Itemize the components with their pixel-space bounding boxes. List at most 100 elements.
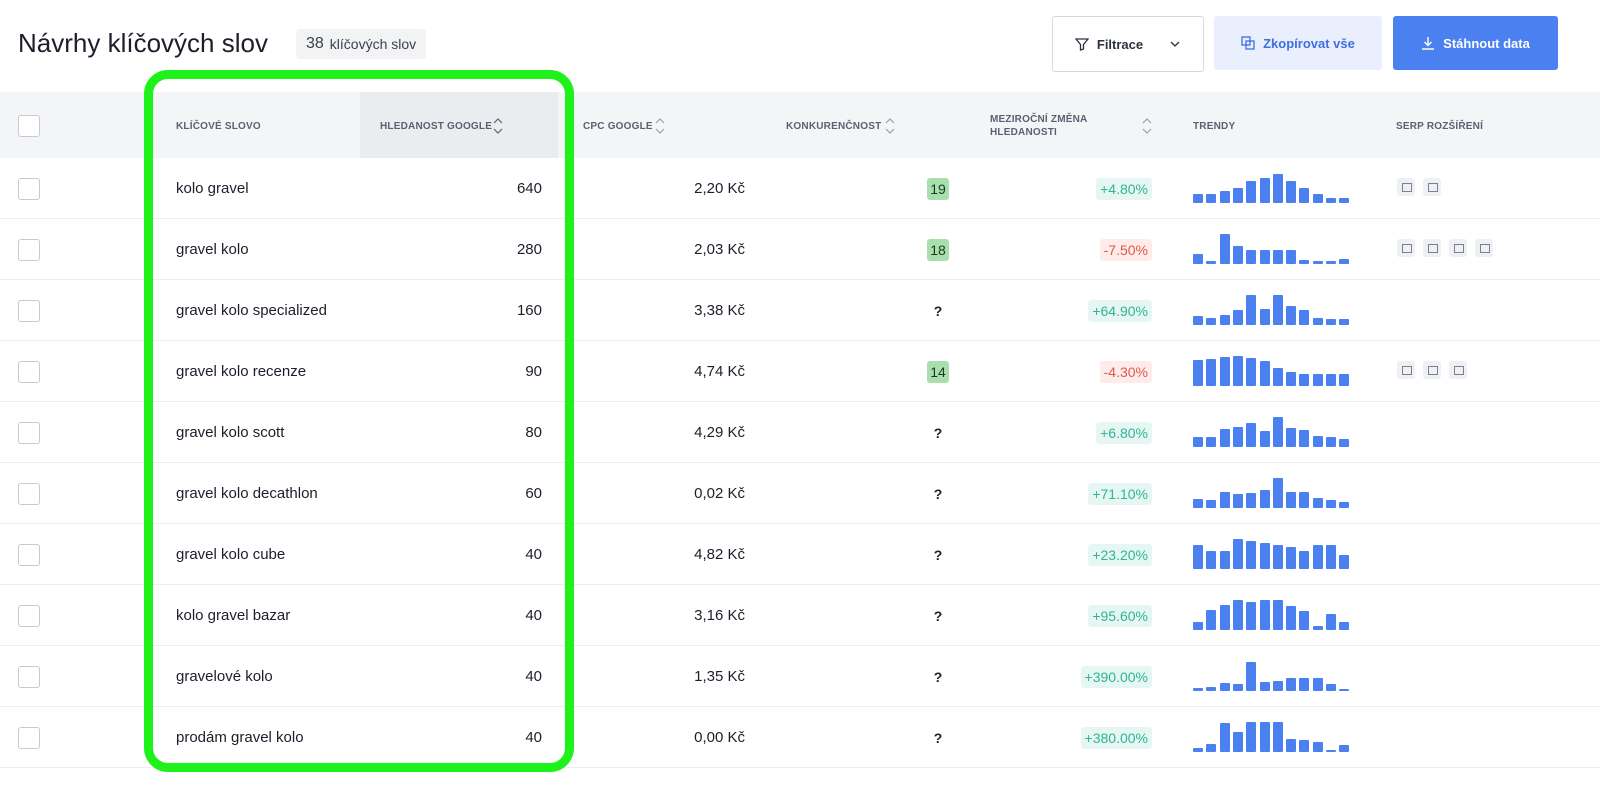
search-volume: 280 bbox=[516, 240, 542, 258]
trend-bar bbox=[1326, 613, 1336, 630]
trend-bar bbox=[1299, 309, 1310, 325]
yoy-change: +71.10% bbox=[1088, 482, 1152, 505]
trend-bar bbox=[1246, 540, 1257, 569]
select-all[interactable] bbox=[18, 115, 40, 137]
filter-button[interactable]: Filtrace bbox=[1052, 16, 1204, 72]
count-badge: 38 klíčových slov bbox=[296, 29, 427, 59]
row-checkbox[interactable] bbox=[18, 177, 40, 200]
yoy-change: +64.90% bbox=[1088, 299, 1152, 322]
serp-icon bbox=[1423, 361, 1441, 379]
row-checkbox[interactable] bbox=[18, 482, 40, 505]
trend-bar bbox=[1339, 438, 1350, 447]
trend-bar bbox=[1272, 721, 1283, 752]
cpc: 4,82 Kč bbox=[694, 545, 745, 563]
table-header bbox=[0, 92, 1600, 158]
trend-bar bbox=[1219, 682, 1230, 691]
row-checkbox[interactable] bbox=[18, 238, 40, 261]
trend-bar bbox=[1246, 180, 1257, 203]
search-volume: 40 bbox=[525, 728, 542, 746]
row-divider bbox=[0, 462, 1600, 463]
column-header[interactable]: HLEDANOST GOOGLE bbox=[380, 121, 493, 132]
download-label: Stáhnout data bbox=[1443, 35, 1530, 51]
trend-bar bbox=[1232, 599, 1243, 630]
trend-bar bbox=[1286, 371, 1297, 386]
trend-bar bbox=[1272, 680, 1283, 691]
trend-bar bbox=[1246, 249, 1257, 264]
trend-bar bbox=[1286, 249, 1297, 264]
keyword: gravel kolo specialized bbox=[176, 301, 327, 319]
trend-bar bbox=[1259, 177, 1270, 203]
cpc: 2,03 Kč bbox=[694, 240, 745, 258]
yoy-change: +23.20% bbox=[1088, 543, 1152, 566]
cpc: 4,29 Kč bbox=[694, 423, 745, 441]
trend-bar bbox=[1259, 360, 1270, 386]
trend-bar bbox=[1272, 599, 1283, 630]
trend-bar bbox=[1286, 605, 1297, 630]
trend-bar bbox=[1326, 197, 1336, 203]
cpc: 0,02 Kč bbox=[694, 484, 745, 502]
row-checkbox[interactable] bbox=[18, 543, 40, 566]
yoy-change: +6.80% bbox=[1096, 421, 1152, 444]
column-header: SERP ROZŠÍŘENÍ bbox=[1396, 121, 1484, 132]
column-header[interactable]: KONKURENČNOST bbox=[786, 121, 882, 132]
download-button[interactable]: Stáhnout data bbox=[1393, 16, 1558, 70]
keyword: gravel kolo decathlon bbox=[176, 484, 318, 502]
trend-bar bbox=[1246, 422, 1257, 447]
count-label: klíčových slov bbox=[329, 36, 417, 52]
row-divider bbox=[0, 523, 1600, 524]
row-divider bbox=[0, 340, 1600, 341]
cpc: 0,00 Kč bbox=[694, 728, 745, 746]
trend-bar bbox=[1299, 259, 1310, 264]
cpc: 3,16 Kč bbox=[694, 606, 745, 624]
copy-button[interactable]: Zkopírovat vše bbox=[1214, 16, 1382, 70]
trend-bar bbox=[1259, 721, 1270, 752]
serp-icon bbox=[1449, 239, 1467, 257]
trend-bar bbox=[1219, 491, 1230, 508]
trend-bar bbox=[1339, 501, 1350, 508]
row-divider bbox=[0, 645, 1600, 646]
trend-bar bbox=[1206, 609, 1217, 630]
keyword: prodám gravel kolo bbox=[176, 728, 304, 746]
row-divider bbox=[0, 706, 1600, 707]
row-checkbox[interactable] bbox=[18, 726, 40, 749]
page-title: Návrhy klíčových slov bbox=[18, 28, 268, 58]
trend-bar bbox=[1286, 305, 1297, 325]
trend-bar bbox=[1259, 681, 1270, 691]
trend-bar bbox=[1246, 294, 1257, 325]
sorted-column-header bbox=[360, 92, 558, 158]
trend-bar bbox=[1326, 260, 1336, 264]
yoy-change: +390.00% bbox=[1080, 665, 1152, 688]
trend-bar bbox=[1312, 193, 1323, 203]
trend-bar bbox=[1206, 550, 1217, 569]
cpc: 3,38 Kč bbox=[694, 301, 745, 319]
trend-bar bbox=[1326, 683, 1336, 691]
trend-bar bbox=[1206, 743, 1217, 752]
trend-bar bbox=[1246, 721, 1257, 752]
row-checkbox[interactable] bbox=[18, 421, 40, 444]
trend-bar bbox=[1232, 426, 1243, 447]
trend-bar bbox=[1286, 738, 1297, 752]
trend-bar bbox=[1312, 625, 1323, 630]
competition: 14 bbox=[927, 360, 949, 383]
row-divider bbox=[0, 584, 1600, 585]
download-icon bbox=[1422, 37, 1435, 50]
trend-bar bbox=[1272, 249, 1283, 264]
trend-bar bbox=[1272, 477, 1283, 508]
competition: ? bbox=[933, 485, 943, 502]
yoy-change: -4.30% bbox=[1099, 360, 1152, 383]
row-checkbox[interactable] bbox=[18, 360, 40, 383]
row-checkbox[interactable] bbox=[18, 299, 40, 322]
row-checkbox[interactable] bbox=[18, 665, 40, 688]
trend-bar bbox=[1339, 554, 1350, 569]
trend-bar bbox=[1219, 604, 1230, 630]
trend-bar bbox=[1312, 435, 1323, 447]
row-checkbox[interactable] bbox=[18, 604, 40, 627]
trend-bar bbox=[1299, 739, 1310, 752]
trend-bar bbox=[1232, 187, 1243, 203]
column-header[interactable]: MEZIROČNÍ ZMĚNA HLEDANOSTI bbox=[990, 114, 1088, 138]
serp-icon bbox=[1423, 239, 1441, 257]
column-header[interactable]: CPC GOOGLE bbox=[583, 121, 653, 132]
trend-bar bbox=[1219, 314, 1230, 325]
trend-bar bbox=[1259, 430, 1270, 447]
